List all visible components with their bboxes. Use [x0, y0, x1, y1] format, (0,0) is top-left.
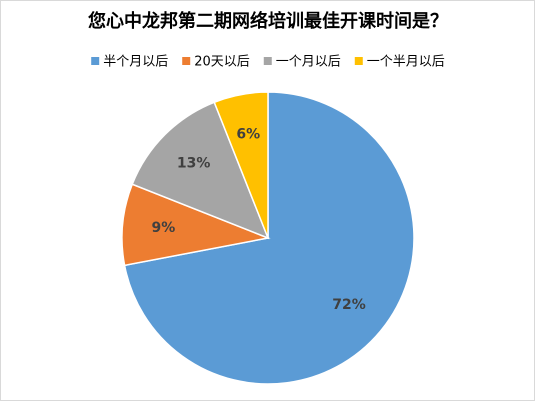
pie-slice	[213, 91, 269, 239]
legend-swatch	[182, 57, 191, 65]
data-label: 13%	[177, 156, 211, 172]
pie-slice	[131, 101, 270, 240]
pie-slice	[121, 183, 271, 267]
legend-label: 半个月以后	[103, 55, 168, 70]
legend-label: 20天以后	[194, 55, 250, 70]
data-label: 6%	[236, 127, 260, 143]
legend-swatch	[263, 57, 272, 65]
legend-label: 一个月以后	[276, 55, 341, 70]
legend-label: 一个半月以后	[367, 55, 445, 70]
data-label: 72%	[332, 297, 366, 313]
chart-title: 您心中龙邦第二期网络培训最佳开课时间是？	[88, 10, 448, 32]
data-label: 9%	[151, 220, 175, 236]
legend: 半个月以后 20天以后 一个月以后 一个半月以后	[91, 55, 445, 70]
legend-swatch	[354, 57, 363, 65]
legend-swatch	[91, 57, 100, 65]
